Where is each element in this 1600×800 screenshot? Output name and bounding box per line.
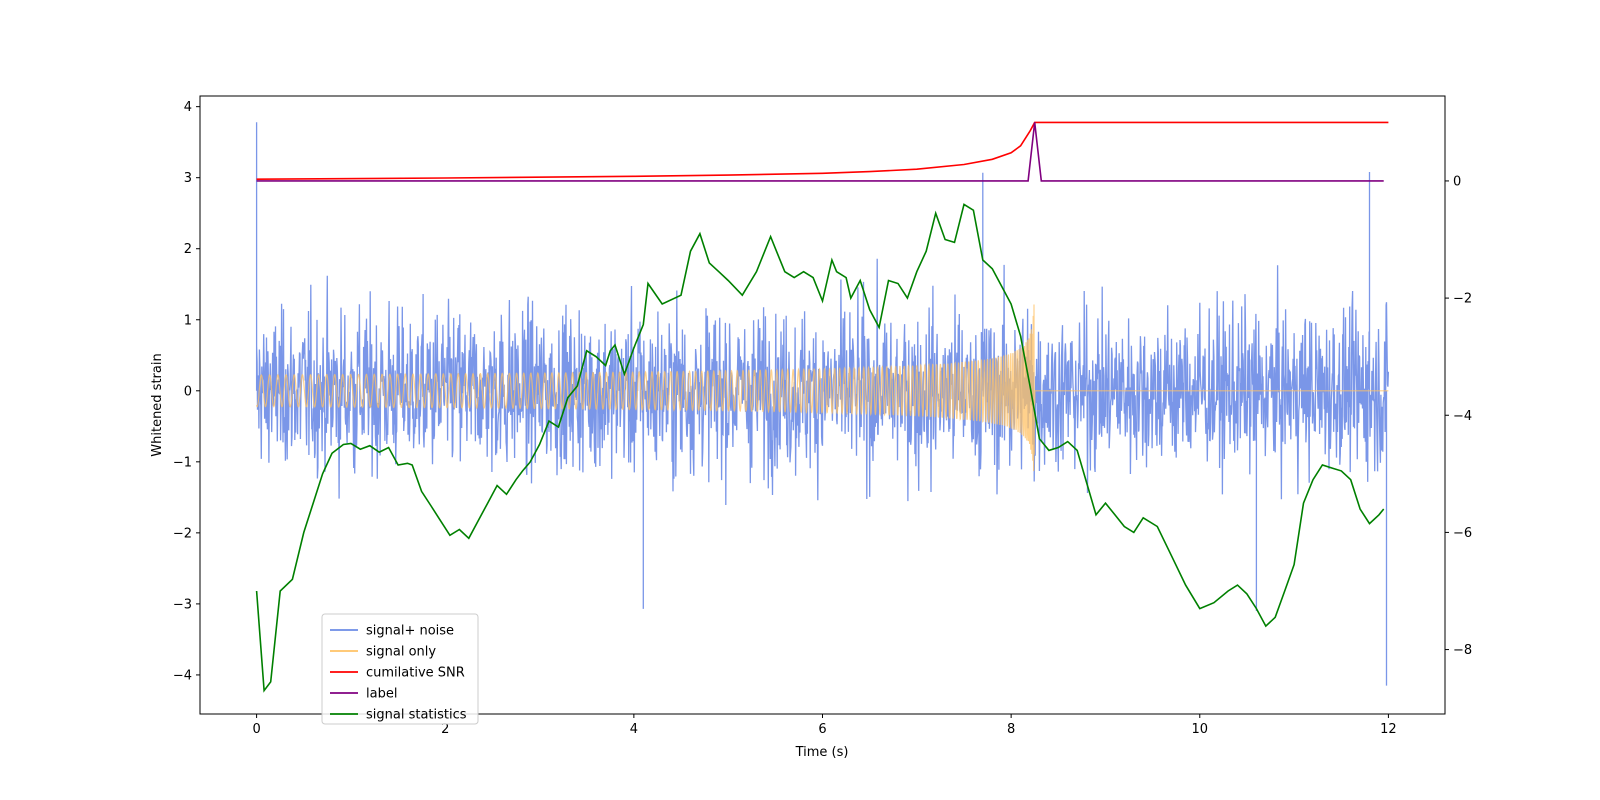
- y-tick-label: −4: [173, 668, 192, 683]
- y2-tick-label: 0: [1453, 174, 1461, 189]
- y-axis-label: Whitened strain: [150, 353, 165, 456]
- plot-area: [255, 121, 1390, 693]
- y2-tick-label: −2: [1453, 292, 1472, 307]
- y2-tick-label: −4: [1453, 409, 1472, 424]
- y2-tick-label: −6: [1453, 526, 1472, 541]
- legend-label: signal only: [366, 645, 436, 660]
- x-axis-label: Time (s): [795, 745, 849, 760]
- legend-label: signal+ noise: [366, 624, 454, 639]
- y-tick-label: 1: [184, 313, 192, 328]
- series-signal-only: [256, 304, 1389, 472]
- series-signal-plus-noise: [255, 122, 1390, 686]
- x-tick-label: 4: [630, 722, 638, 737]
- legend-label: cumilative SNR: [366, 666, 465, 681]
- x-tick-label: 8: [1007, 722, 1015, 737]
- y-tick-label: 3: [184, 171, 192, 186]
- x-tick-label: 6: [818, 722, 826, 737]
- x-tick-label: 12: [1380, 722, 1397, 737]
- legend-box: [321, 613, 479, 725]
- y-tick-label: 4: [184, 100, 192, 115]
- series-signal-statistics: [255, 203, 1385, 693]
- y2-tick-label: −8: [1453, 643, 1472, 658]
- series-label: [256, 122, 1384, 182]
- series-cumilative-snr: [256, 121, 1389, 180]
- x-tick-label: 0: [252, 722, 260, 737]
- y-tick-label: 0: [184, 384, 192, 399]
- y-tick-label: −3: [173, 597, 192, 612]
- x-tick-label: 2: [441, 722, 449, 737]
- legend-label: signal statistics: [366, 708, 467, 723]
- legend-label: label: [366, 687, 397, 702]
- y-tick-label: −1: [173, 455, 192, 470]
- y-tick-label: 2: [184, 242, 192, 257]
- y-tick-label: −2: [173, 526, 192, 541]
- legend: signal+ noise signal only cumilative SNR la…: [321, 613, 479, 725]
- x-tick-label: 10: [1191, 722, 1208, 737]
